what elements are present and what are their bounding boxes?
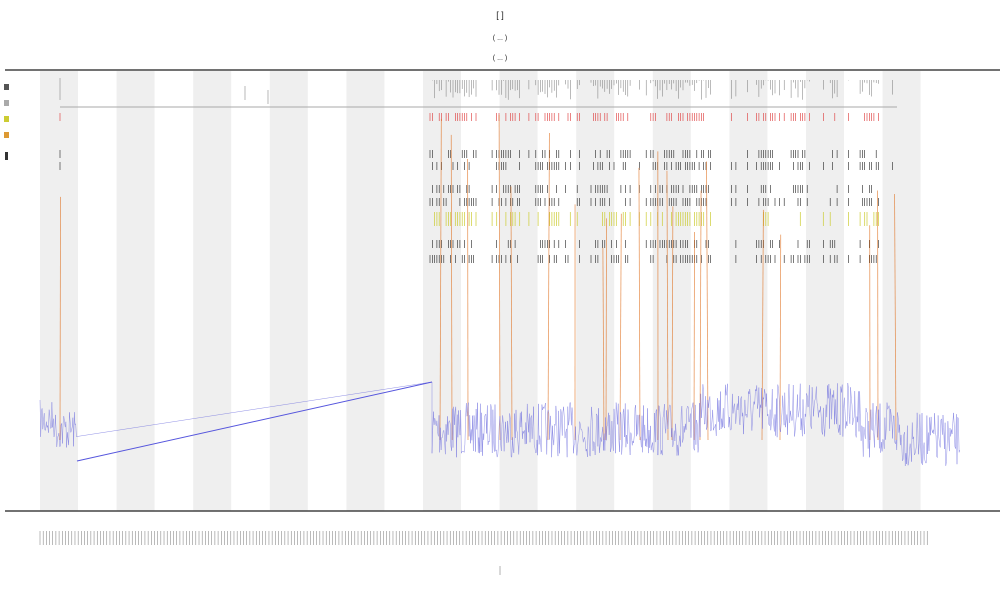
black-tick-tracks xyxy=(59,78,893,263)
spike-4 xyxy=(498,114,501,441)
legend-swatch-5 xyxy=(5,152,8,160)
spike-17 xyxy=(706,161,709,441)
band-4 xyxy=(346,71,385,511)
chart-subtitle-2: ( ... ) xyxy=(493,55,507,62)
main-series-line xyxy=(39,381,961,467)
legend xyxy=(4,84,9,160)
band-10 xyxy=(806,71,844,511)
spike-13 xyxy=(666,170,669,441)
spike-5 xyxy=(510,186,513,441)
band-11 xyxy=(882,71,921,511)
x-axis-tick-labels xyxy=(39,531,928,575)
band-3 xyxy=(269,71,308,511)
spike-1 xyxy=(439,118,442,441)
band-5 xyxy=(423,71,461,511)
yellow-tick-track xyxy=(434,212,879,226)
band-9 xyxy=(729,71,768,511)
band-7 xyxy=(576,71,615,511)
band-8 xyxy=(652,71,691,511)
spike-18 xyxy=(761,209,764,441)
spike-22 xyxy=(894,193,897,441)
spike-9 xyxy=(605,218,607,441)
legend-swatch-4 xyxy=(4,132,9,138)
chart-title: [ ] xyxy=(496,10,504,20)
spike-14 xyxy=(671,206,674,441)
spike-16 xyxy=(699,190,702,441)
legend-swatch-1 xyxy=(4,84,9,90)
red-tick-track xyxy=(59,113,879,121)
spike-6 xyxy=(547,133,550,441)
spike-19 xyxy=(779,234,782,441)
main-series-gap-line xyxy=(76,381,433,462)
background-bands xyxy=(40,71,921,511)
orange-spike-series xyxy=(59,114,897,441)
main-series xyxy=(39,381,961,467)
chart-subtitle-1: ( ... ) xyxy=(493,35,507,42)
spike-8 xyxy=(602,247,605,441)
band-6 xyxy=(499,71,538,511)
band-1 xyxy=(116,71,155,511)
spike-10 xyxy=(619,213,622,441)
band-2 xyxy=(193,71,232,511)
legend-swatch-3 xyxy=(4,116,9,122)
spike-2 xyxy=(450,134,453,441)
spike-0 xyxy=(59,196,61,441)
band-0 xyxy=(40,71,78,511)
spike-11 xyxy=(638,167,641,441)
spike-15 xyxy=(693,231,695,441)
legend-swatch-2 xyxy=(4,100,9,106)
